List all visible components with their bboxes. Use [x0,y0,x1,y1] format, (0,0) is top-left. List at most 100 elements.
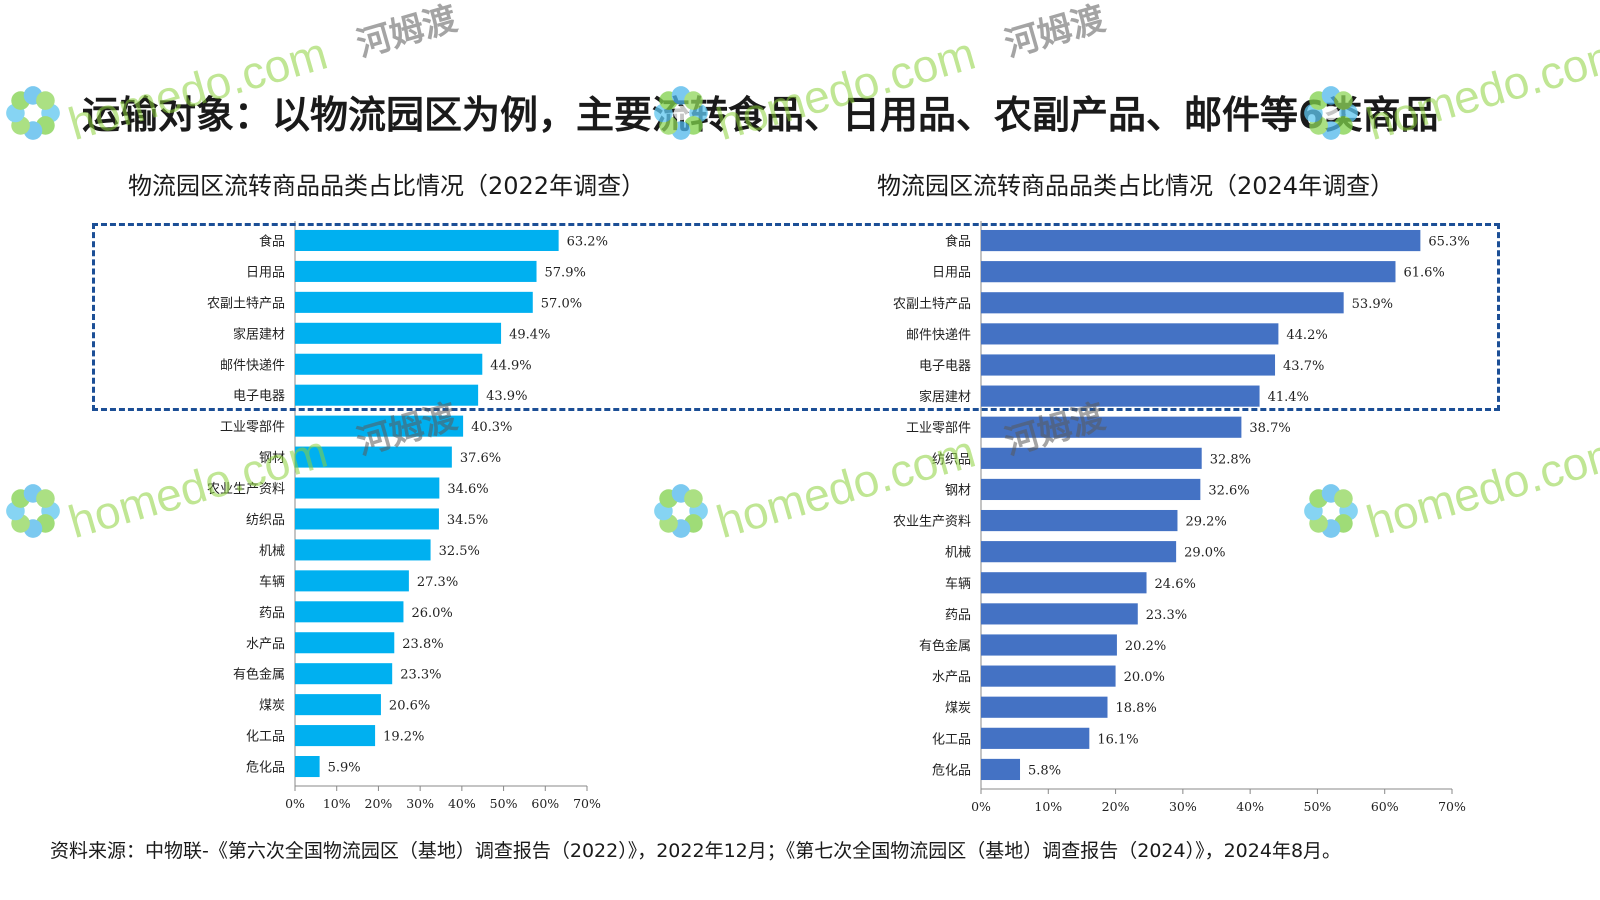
bar [295,477,440,499]
x-tick-label: 20% [1102,799,1130,814]
value-label: 43.9% [486,389,527,404]
bar [981,354,1276,376]
bar [295,756,320,778]
value-label: 40.3% [471,420,512,435]
bar [295,353,483,375]
value-label: 65.3% [1428,235,1469,250]
category-label: 危化品 [932,763,971,778]
bar [981,727,1090,749]
value-label: 49.4% [509,327,550,342]
x-tick-label: 10% [1034,799,1062,814]
bar [295,322,502,344]
value-label: 32.8% [1210,452,1251,467]
bar [295,725,376,747]
top-six-highlight-box [92,223,1500,411]
category-label: 邮件快递件 [220,358,285,373]
value-label: 53.9% [1352,297,1393,312]
x-tick-label: 30% [406,796,434,811]
category-label: 日用品 [932,266,971,281]
category-label: 有色金属 [919,638,971,654]
category-label: 煤炭 [945,701,971,716]
bar [295,539,431,561]
bar [981,323,1279,345]
category-label: 农业生产资料 [207,482,285,497]
value-label: 57.0% [541,296,582,311]
value-label: 23.3% [400,668,441,683]
bar [295,384,479,406]
x-tick-label: 50% [490,796,518,811]
value-label: 43.7% [1283,359,1324,374]
bar [295,229,559,251]
category-label: 车辆 [259,574,285,590]
value-label: 34.6% [447,482,488,497]
category-label: 农副土特产品 [893,297,971,312]
value-label: 20.0% [1124,670,1165,685]
category-label: 车辆 [945,576,971,592]
bar [981,416,1242,438]
category-label: 钢材 [259,451,285,466]
value-label: 26.0% [411,606,452,621]
category-label: 化工品 [932,732,971,747]
value-label: 23.3% [1146,608,1187,623]
value-label: 20.6% [389,699,430,714]
bar [295,508,439,530]
x-tick-label: 30% [1169,799,1197,814]
bar [981,665,1116,687]
value-label: 29.0% [1184,546,1225,561]
value-label: 44.9% [490,358,531,373]
page-title: 运输对象：以物流园区为例，主要流转食品、日用品、农副产品、邮件等6类商品 [82,93,1439,137]
category-label: 危化品 [246,761,285,776]
x-tick-label: 20% [365,796,393,811]
category-label: 邮件快递件 [906,328,971,343]
bar [981,447,1202,469]
value-label: 20.2% [1125,639,1166,654]
x-tick-label: 0% [971,799,991,814]
value-label: 27.3% [417,575,458,590]
category-label: 家居建材 [919,389,971,405]
bar [295,694,381,716]
value-label: 34.5% [447,513,488,528]
bar [295,291,533,313]
value-label: 24.6% [1155,577,1196,592]
value-label: 5.9% [328,761,361,776]
category-label: 煤炭 [259,699,285,714]
value-label: 29.2% [1185,515,1226,530]
bar [981,696,1108,718]
category-label: 食品 [945,234,971,250]
value-label: 18.8% [1115,701,1156,716]
value-label: 16.1% [1097,732,1138,747]
bar [981,509,1178,532]
x-tick-label: 70% [573,796,601,811]
chart-title-2024: 物流园区流转商品品类占比情况（2024年调查） [877,172,1395,200]
x-tick-label: 40% [448,796,476,811]
value-label: 38.7% [1249,421,1290,436]
category-label: 药品 [259,606,285,621]
category-label: 工业零部件 [220,420,285,435]
bar [981,261,1396,283]
category-label: 纺织品 [932,452,971,467]
source-note: 资料来源：中物联-《第六次全国物流园区（基地）调查报告（2022）》，2022年… [50,840,1342,862]
x-tick-label: 60% [531,796,559,811]
value-label: 19.2% [383,730,424,745]
bar [981,603,1138,625]
category-label: 电子电器 [919,359,971,374]
x-tick-label: 70% [1438,799,1466,814]
bar [295,415,464,437]
value-label: 32.6% [1208,483,1249,498]
value-label: 23.8% [402,637,443,652]
bar [295,446,452,468]
value-label: 32.5% [439,544,480,559]
value-label: 63.2% [567,234,608,249]
category-label: 家居建材 [233,326,285,342]
bar [981,541,1177,563]
bar [295,260,537,282]
category-label: 农副土特产品 [207,296,285,311]
x-tick-label: 0% [285,796,305,811]
category-label: 食品 [259,233,285,249]
category-label: 水产品 [932,670,971,685]
bar [981,572,1147,594]
bar [295,570,409,592]
bar [295,632,395,654]
